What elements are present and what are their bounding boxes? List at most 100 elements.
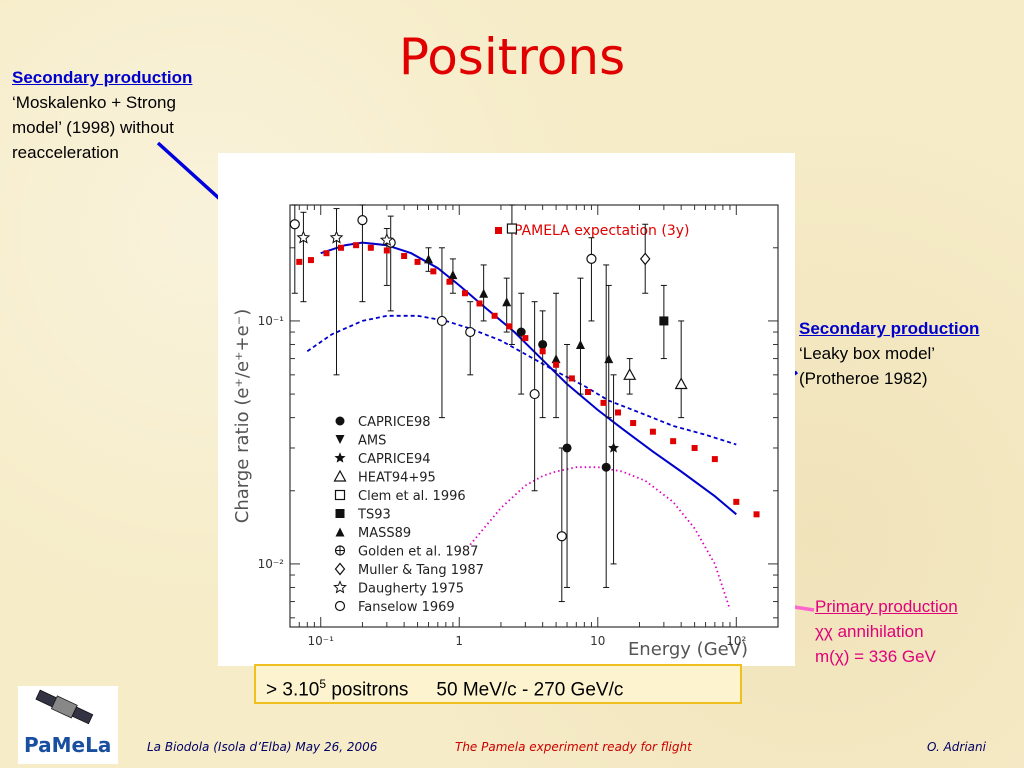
data-marker-circle-open xyxy=(465,326,476,338)
data-marker-dot xyxy=(601,462,611,472)
legend-entry-label: Golden et al. 1987 xyxy=(358,545,478,560)
pamela-logo: PaMeLa xyxy=(18,686,118,764)
note-leaky-line-1: ‘Leaky box model’ xyxy=(799,344,936,363)
footer-author: O. Adriani xyxy=(927,740,986,754)
pamela-point xyxy=(414,258,421,265)
note-moskalenko-line-3: reacceleration xyxy=(12,143,119,162)
pamela-point xyxy=(711,456,718,463)
pamela-point xyxy=(353,242,360,249)
footer-talk-title: The Pamela experiment ready for flight xyxy=(455,740,692,754)
pamela-point xyxy=(733,498,740,505)
note-moskalenko-line-1: ‘Moskalenko + Strong xyxy=(12,93,176,112)
pamela-point xyxy=(691,444,698,451)
legend-entry-label: CAPRICE98 xyxy=(358,415,431,430)
data-marker-square-open xyxy=(334,489,346,501)
legend-entry-label: CAPRICE94 xyxy=(358,452,431,467)
curve-primary xyxy=(469,466,731,610)
pamela-legend-label: PAMELA expectation (3y) xyxy=(514,223,690,239)
data-marker-star-open xyxy=(296,230,311,244)
momentum-range: 50 MeV/c - 270 GeV/c xyxy=(436,679,624,701)
curve-moskalenko xyxy=(320,241,737,516)
data-marker-circle-open xyxy=(529,388,540,400)
data-marker-dot xyxy=(516,327,526,337)
legend-entry-label: TS93 xyxy=(357,508,391,523)
data-marker-circle-open xyxy=(586,253,597,265)
data-marker-tri-open xyxy=(623,368,637,380)
note-primary-line-1: χχ annihilation xyxy=(815,622,924,641)
pamela-point xyxy=(615,409,622,416)
pamela-point xyxy=(446,278,453,285)
pamela-legend-marker xyxy=(495,227,502,234)
pamela-point xyxy=(649,428,656,435)
legend-entry-label: Fanselow 1969 xyxy=(358,600,455,615)
footer-date-location: La Biodola (Isola d’Elba) May 26, 2006 xyxy=(147,740,378,754)
pamela-point xyxy=(430,268,437,275)
data-marker-square xyxy=(335,509,345,518)
count-label: positrons xyxy=(326,679,409,701)
positron-count-box: > 3.105 positrons 50 MeV/c - 270 GeV/c xyxy=(254,664,742,704)
data-marker-star-open xyxy=(379,232,394,247)
data-marker-dot xyxy=(538,339,548,349)
x-tick-label: 10⁻¹ xyxy=(308,634,335,648)
note-moskalenko-head: Secondary production xyxy=(12,68,193,87)
pamela-point xyxy=(553,361,560,368)
note-primary-line-2: m(χ) = 336 GeV xyxy=(815,647,936,666)
pamela-point xyxy=(367,244,374,251)
legend-entry-label: MASS89 xyxy=(358,526,411,541)
note-moskalenko: Secondary production ‘Moskalenko + Stron… xyxy=(12,65,232,165)
data-marker-circle-open xyxy=(436,315,448,327)
y-tick-label: 10⁻² xyxy=(258,557,285,571)
pamela-point xyxy=(476,300,483,307)
data-marker-circle-open xyxy=(289,219,300,230)
data-marker-tri-open xyxy=(674,377,688,390)
data-marker-triangle xyxy=(502,297,512,307)
count-prefix: > 3.10 xyxy=(266,679,320,701)
pamela-point xyxy=(600,399,607,406)
pamela-point xyxy=(461,290,468,297)
pamela-point xyxy=(753,511,760,518)
note-primary: Primary production χχ annihilation m(χ) … xyxy=(815,594,1015,669)
data-marker-tri-open xyxy=(333,469,347,482)
data-marker-triangle xyxy=(479,288,489,298)
note-leaky-box: Secondary production ‘Leaky box model’ (… xyxy=(799,316,1019,391)
note-leaky-line-2: (Protheroe 1982) xyxy=(799,369,928,388)
note-primary-head: Primary production xyxy=(815,597,958,616)
curve-leaky-box xyxy=(306,314,737,446)
legend-entry-label: HEAT94+95 xyxy=(358,471,436,486)
pamela-point xyxy=(383,247,390,254)
legend-entry-label: Clem et al. 1996 xyxy=(358,489,466,504)
pamela-point xyxy=(568,375,575,382)
data-marker-circle-open xyxy=(357,215,368,226)
pamela-point xyxy=(323,250,330,257)
chart-panel: Charge ratio (e⁺/e⁺+e⁻) Energy (GeV) PAM… xyxy=(218,153,795,666)
x-tick-label: 10 xyxy=(590,634,605,648)
data-marker-dot xyxy=(335,416,345,426)
data-marker-triangle xyxy=(424,254,434,264)
data-marker-square xyxy=(659,316,669,326)
legend-entry-label: Daugherty 1975 xyxy=(358,582,464,597)
data-marker-triangle xyxy=(448,270,458,280)
legend-entry-label: Muller & Tang 1987 xyxy=(358,563,484,578)
pamela-point xyxy=(522,335,529,342)
data-marker-diamond-open xyxy=(639,252,651,266)
legend-entry-label: AMS xyxy=(358,434,386,449)
pamela-point xyxy=(585,388,592,395)
note-moskalenko-line-2: model’ (1998) without xyxy=(12,118,174,137)
data-marker-circle-open xyxy=(334,600,346,612)
pamela-point xyxy=(491,312,498,319)
data-marker-circle-open xyxy=(556,531,567,542)
pamela-point xyxy=(506,323,513,330)
y-tick-label: 10⁻¹ xyxy=(258,314,285,328)
page-title: Positrons xyxy=(398,28,626,86)
x-axis-label: Energy (GeV) xyxy=(628,639,748,660)
data-marker-tri-down xyxy=(335,435,345,444)
pamela-point xyxy=(307,257,314,264)
data-marker-dot xyxy=(562,443,572,453)
note-leaky-head: Secondary production xyxy=(799,319,980,338)
x-tick-label: 1 xyxy=(455,634,463,648)
svg-text:PaMeLa: PaMeLa xyxy=(24,733,111,757)
pamela-point xyxy=(670,438,677,445)
count-exponent: 5 xyxy=(319,677,327,691)
plot-frame xyxy=(289,204,779,628)
data-marker-tri xyxy=(551,354,561,364)
